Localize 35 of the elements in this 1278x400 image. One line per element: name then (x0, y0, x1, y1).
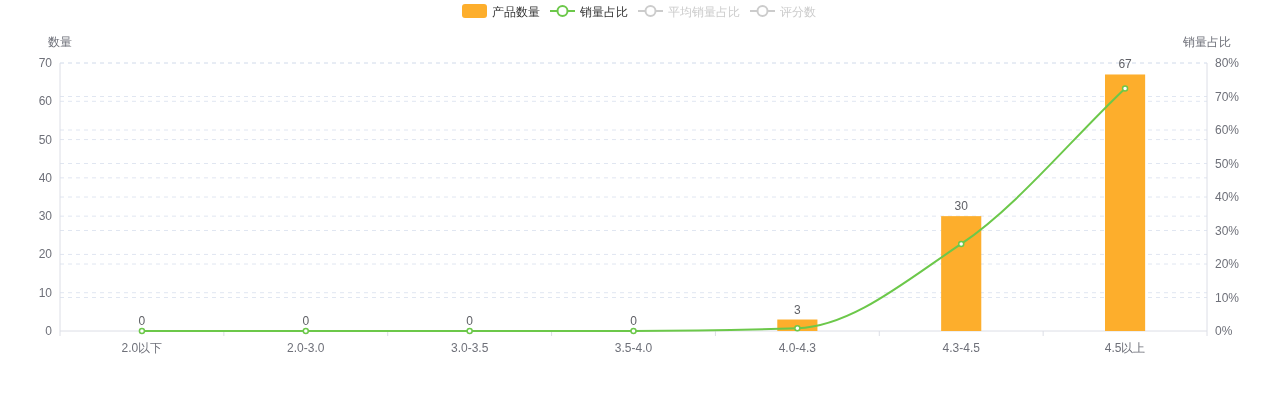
data-label: 0 (138, 314, 146, 328)
y-tick-label: 40 (38, 170, 53, 185)
y2-axis-title: 销量占比 (1182, 35, 1231, 49)
y2-tick-label: 70% (1215, 89, 1240, 104)
y2-tick-label: 0% (1215, 324, 1233, 338)
x-tick-label: 2.0-3.0 (287, 341, 325, 355)
y-tick-label: 0 (45, 324, 53, 338)
y2-tick-label: 40% (1215, 190, 1240, 204)
x-tick-label: 4.3-4.5 (942, 341, 981, 355)
y-tick-label: 70 (38, 56, 53, 70)
y-tick-label: 60 (38, 94, 53, 109)
data-label: 67 (1118, 57, 1133, 72)
data-label: 0 (466, 314, 474, 328)
y2-tick-label: 60% (1215, 123, 1240, 137)
y2-tick-label: 10% (1215, 290, 1240, 305)
y-tick-label: 50 (38, 132, 53, 147)
x-tick-label: 4.5以上 (1104, 341, 1146, 355)
x-tick-label: 3.0-3.5 (450, 341, 489, 355)
data-label: 30 (954, 199, 969, 214)
y2-tick-label: 50% (1215, 156, 1240, 171)
y-tick-label: 20 (38, 247, 53, 262)
legend-label: 销量占比 (579, 4, 628, 19)
data-label: 3 (794, 302, 802, 317)
x-tick-label: 2.0以下 (121, 341, 163, 355)
y-tick-label: 10 (38, 285, 53, 300)
x-tick-label: 3.5-4.0 (614, 341, 653, 355)
data-label: 0 (630, 314, 638, 328)
y2-tick-label: 80% (1215, 56, 1240, 70)
y2-tick-label: 30% (1215, 223, 1240, 238)
y-tick-label: 30 (38, 209, 53, 224)
legend-label: 产品数量 (492, 4, 540, 19)
data-label: 0 (302, 314, 310, 328)
x-tick-label: 4.0-4.3 (778, 341, 817, 355)
y-axis-title: 数量 (48, 35, 72, 49)
y2-tick-label: 20% (1215, 257, 1240, 271)
